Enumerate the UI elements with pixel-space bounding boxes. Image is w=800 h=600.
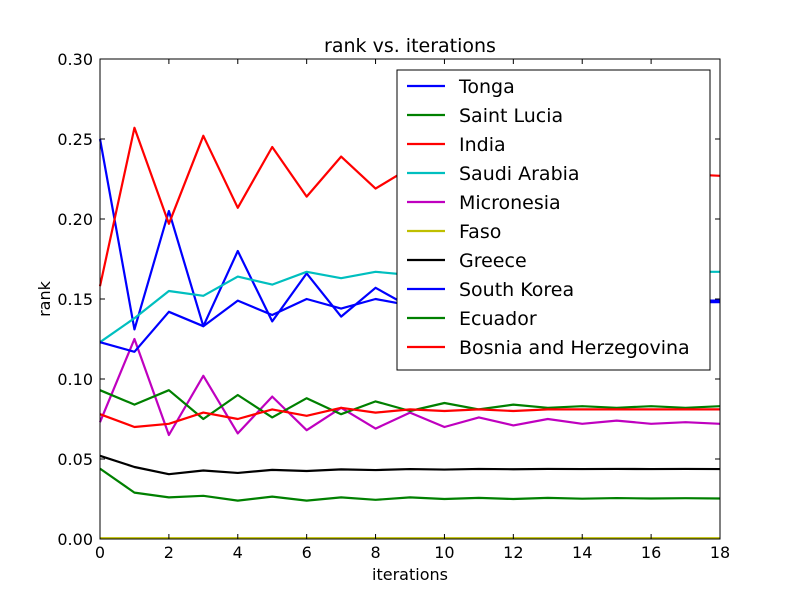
y-tick-label: 0.30 <box>57 50 93 69</box>
legend-box <box>396 69 711 371</box>
legend-label: Bosnia and Herzegovina <box>459 337 690 359</box>
series-line-bosnia-and-herzegovina <box>99 406 720 429</box>
legend-label: Tonga <box>458 76 515 98</box>
series-line-ecuador <box>99 389 721 421</box>
x-tick-label: 0 <box>95 543 105 562</box>
x-tick-label: 12 <box>503 543 523 562</box>
x-tick-label: 10 <box>434 543 454 562</box>
legend-label: South Korea <box>459 279 574 301</box>
x-tick-label: 14 <box>572 543 592 562</box>
y-tick-label: 0.25 <box>57 130 93 149</box>
y-tick-label: 0.10 <box>57 370 93 389</box>
x-tick-label: 8 <box>370 543 380 562</box>
x-tick-label: 4 <box>233 543 243 562</box>
x-tick-label: 6 <box>302 543 312 562</box>
legend: Tonga Saint Lucia India Saudi Arabia Microne… <box>396 69 711 371</box>
legend-label: India <box>459 134 506 156</box>
y-tick-label: 0.00 <box>57 530 93 549</box>
legend-label: Micronesia <box>459 192 561 214</box>
chart-title: rank vs. iterations <box>324 35 496 57</box>
legend-label: Faso <box>459 221 501 243</box>
y-axis-label: rank <box>35 280 54 317</box>
x-axis-label: iterations <box>372 565 448 584</box>
legend-label: Ecuador <box>459 308 537 330</box>
legend-label: Greece <box>459 250 527 272</box>
y-tick-label: 0.05 <box>57 450 93 469</box>
y-tick-label: 0.20 <box>57 210 93 229</box>
x-tick-label: 2 <box>164 543 174 562</box>
series-line-greece <box>99 454 721 476</box>
legend-label: Saudi Arabia <box>459 163 580 185</box>
x-tick-label: 16 <box>641 543 661 562</box>
x-tick-label: 18 <box>710 543 730 562</box>
plot-lines <box>98 126 721 540</box>
legend-label: Saint Lucia <box>459 105 563 127</box>
series-line-saint-lucia <box>99 467 721 502</box>
series-line-micronesia <box>98 337 721 437</box>
y-tick-label: 0.15 <box>57 290 93 309</box>
axis-ticks: 0 2 4 6 8 10 12 14 16 18 0.00 0.05 0.10 0.15 0.20 0.25 0… <box>57 50 730 562</box>
